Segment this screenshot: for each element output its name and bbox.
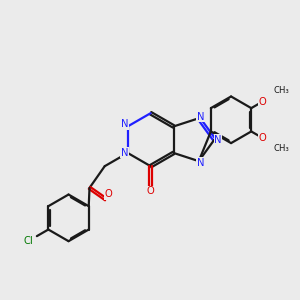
Text: CH₃: CH₃ <box>274 86 289 95</box>
Text: O: O <box>105 189 112 199</box>
Text: N: N <box>214 135 222 145</box>
Text: O: O <box>259 97 267 106</box>
Text: N: N <box>121 148 128 158</box>
Text: O: O <box>147 186 154 197</box>
Text: Cl: Cl <box>24 236 34 246</box>
Text: N: N <box>196 112 204 122</box>
Text: CH₃: CH₃ <box>274 144 289 153</box>
Text: N: N <box>121 119 129 129</box>
Text: N: N <box>196 158 204 168</box>
Text: O: O <box>259 133 267 143</box>
